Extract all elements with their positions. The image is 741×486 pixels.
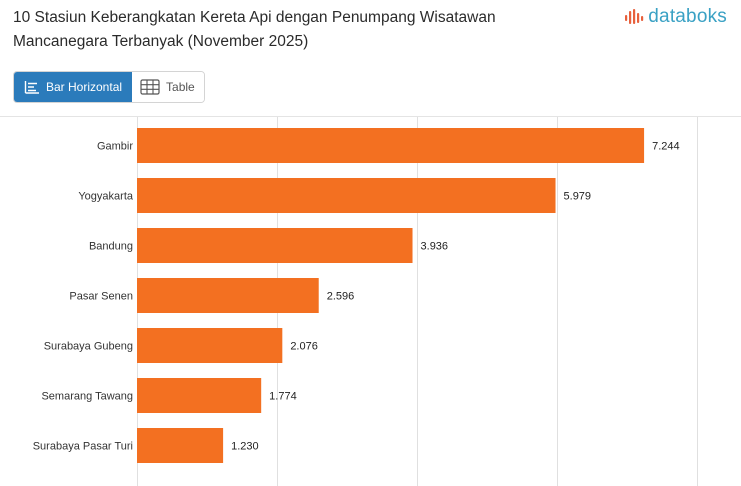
tab-table-label: Table bbox=[166, 80, 195, 94]
logo-text: databoks bbox=[648, 6, 727, 27]
bar-chart: Gambir 7.244 Yogyakarta 5.979 Bandung 3.936 Pa… bbox=[33, 117, 698, 486]
bar bbox=[137, 378, 262, 413]
value-label: 1.230 bbox=[231, 441, 259, 453]
bar bbox=[137, 428, 224, 463]
bar-chart-icon bbox=[24, 81, 39, 94]
bar bbox=[137, 228, 413, 263]
value-label: 1.774 bbox=[269, 391, 297, 403]
value-label: 2.596 bbox=[327, 291, 355, 303]
databoks-logo-mark-icon bbox=[625, 9, 644, 24]
category-label: Surabaya Gubeng bbox=[44, 341, 133, 353]
category-label: Surabaya Pasar Turi bbox=[33, 441, 133, 453]
category-label: Bandung bbox=[89, 241, 133, 253]
tab-bar-horizontal-label: Bar Horizontal bbox=[46, 80, 123, 94]
chart-title-line-1: 10 Stasiun Keberangkatan Kereta Api deng… bbox=[13, 9, 496, 26]
category-label: Gambir bbox=[97, 141, 133, 153]
bar bbox=[137, 178, 556, 213]
value-label: 7.244 bbox=[652, 141, 680, 153]
table-icon bbox=[140, 79, 160, 95]
chart-title: 10 Stasiun Keberangkatan Kereta Api deng… bbox=[13, 6, 573, 54]
tab-table[interactable]: Table bbox=[132, 72, 204, 102]
tab-bar-horizontal[interactable]: Bar Horizontal bbox=[14, 72, 133, 102]
header-divider bbox=[0, 116, 741, 117]
bar bbox=[137, 128, 645, 163]
category-label: Semarang Tawang bbox=[41, 391, 133, 403]
value-label: 5.979 bbox=[564, 191, 592, 203]
value-label: 2.076 bbox=[290, 341, 318, 353]
value-label: 3.936 bbox=[421, 241, 449, 253]
bar bbox=[137, 278, 319, 313]
chart-title-line-2: Mancanegara Terbanyak (November 2025) bbox=[13, 33, 309, 50]
databoks-logo[interactable]: databoks bbox=[624, 6, 727, 28]
view-toggle: Bar Horizontal Table bbox=[13, 71, 205, 103]
bar bbox=[137, 328, 283, 363]
category-label: Yogyakarta bbox=[78, 191, 134, 203]
category-label: Pasar Senen bbox=[69, 291, 133, 303]
